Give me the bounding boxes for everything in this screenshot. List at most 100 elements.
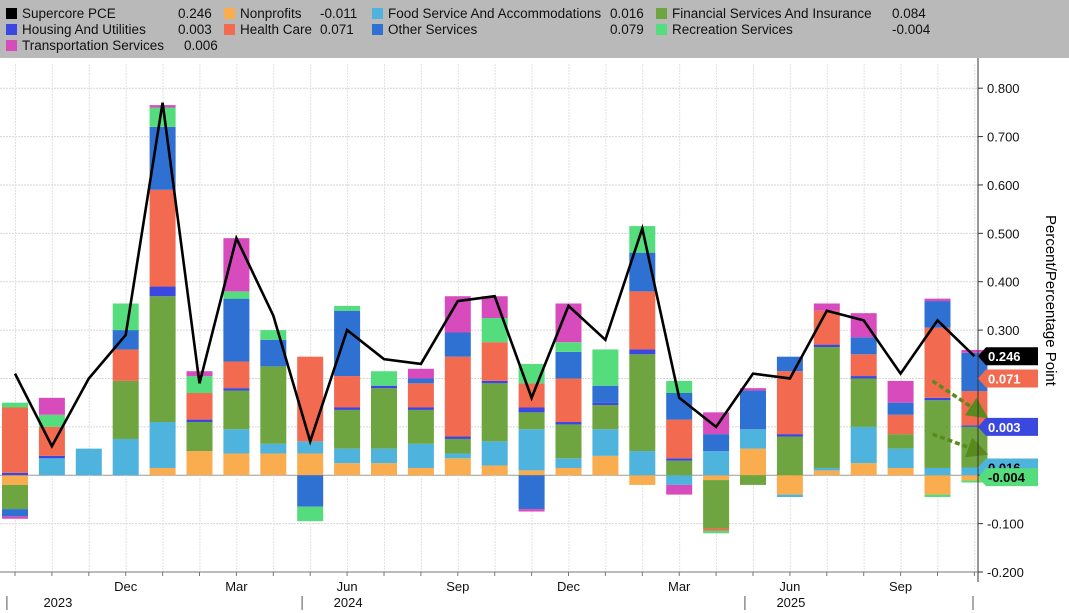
legend-swatch	[6, 8, 17, 19]
bar-segment-health-care	[149, 189, 176, 287]
x-month-label: Sep	[446, 579, 469, 594]
bar-segment-transportation-services	[223, 238, 250, 292]
bar-segment-financial-services-and-insurance	[407, 409, 434, 444]
bar-segment-food-service-and-accommodations	[297, 441, 324, 454]
bar-segment-other-services	[518, 475, 545, 510]
bar-segment-housing-and-utilities	[666, 458, 693, 461]
y-tick-label: -0.100	[987, 517, 1024, 532]
bar-segment-housing-and-utilities	[924, 397, 951, 401]
bar-segment-nonprofits	[555, 467, 582, 476]
badge-shape	[978, 347, 1038, 366]
bar-segment-nonprofits	[924, 475, 951, 495]
legend-label: Nonprofits	[240, 6, 302, 21]
x-month-label: Dec	[114, 579, 138, 594]
bar-segment-food-service-and-accommodations	[518, 429, 545, 471]
bar-segment-health-care	[297, 356, 324, 442]
legend-label: Food Service And Accommodations	[388, 6, 602, 21]
legend-swatch	[372, 24, 383, 35]
y-tick-label: 0.400	[987, 275, 1020, 290]
bar-segment-housing-and-utilities	[444, 436, 471, 439]
legend-label: Financial Services And Insurance	[672, 6, 872, 21]
bar-segment-recreation-services	[371, 371, 397, 386]
y-tick-label: -0.200	[987, 565, 1024, 580]
bar-segment-other-services	[850, 337, 877, 355]
annotation-arrows	[931, 379, 989, 458]
bar-segment-food-service-and-accommodations	[740, 429, 766, 449]
bar-segment-health-care	[2, 407, 28, 473]
y-axis: -0.200-0.1000.1000.2000.3000.4000.5000.6…	[977, 58, 1024, 582]
badge-label: -0.004	[988, 470, 1026, 485]
legend-swatch	[656, 8, 667, 19]
bar-segment-nonprofits	[813, 470, 840, 476]
line-series-supercore-pce	[13, 102, 976, 449]
bar-segment-nonprofits	[703, 475, 730, 481]
bar-segment-financial-services-and-insurance	[223, 390, 250, 430]
badge-shape	[978, 369, 1038, 388]
bar-segment-food-service-and-accommodations	[555, 458, 582, 468]
bar-segment-transportation-services	[813, 303, 840, 311]
bar-segment-food-service-and-accommodations	[481, 441, 508, 466]
legend-value: 0.003	[178, 22, 212, 37]
bar-segment-recreation-services	[666, 380, 693, 393]
legend-label: Housing And Utilities	[22, 22, 146, 37]
bar-segment-nonprofits	[223, 453, 250, 476]
y-axis-label: Percent/Percentage Point	[1042, 215, 1059, 387]
y-tick-label: 0.500	[987, 226, 1020, 241]
bar-segment-nonprofits	[887, 467, 914, 476]
bar-segment-health-care	[555, 378, 582, 423]
badge-health-care: 0.071	[978, 369, 1038, 388]
badge-label: 0.071	[988, 371, 1021, 386]
annotation-arrow	[931, 379, 989, 419]
bar-segment-other-services	[223, 298, 250, 362]
x-month-label: Mar	[668, 579, 691, 594]
bar-segment-financial-services-and-insurance	[555, 424, 582, 459]
legend-label: Other Services	[388, 22, 478, 37]
annotation-arrow	[931, 432, 989, 458]
bar-segment-financial-services-and-insurance	[740, 475, 766, 485]
bar-segment-food-service-and-accommodations	[924, 467, 951, 476]
bar-segment-nonprofits	[149, 467, 176, 476]
badge-supercore-pce: 0.246	[978, 347, 1038, 366]
bar-segment-nonprofits	[776, 475, 803, 495]
bar-segment-transportation-services	[555, 303, 582, 343]
bar-segment-housing-and-utilities	[518, 407, 545, 413]
bar-segment-financial-services-and-insurance	[666, 460, 693, 476]
bar-segment-health-care	[850, 354, 877, 377]
bar-segment-financial-services-and-insurance	[813, 347, 840, 468]
bar-segment-other-services	[2, 509, 28, 517]
legend-value: 0.006	[184, 38, 218, 53]
bar-segment-housing-and-utilities	[371, 385, 397, 389]
bar-segment-financial-services-and-insurance	[149, 296, 176, 423]
bar-segment-other-services	[555, 351, 582, 379]
bar-segment-health-care	[481, 342, 508, 381]
bar-segment-financial-services-and-insurance	[371, 388, 397, 449]
bar-segment-financial-services-and-insurance	[334, 409, 361, 449]
bar-segment-housing-and-utilities	[813, 344, 840, 348]
bar-segment-financial-services-and-insurance	[444, 438, 471, 454]
bar-segment-health-care	[776, 371, 803, 435]
bar-segment-food-service-and-accommodations	[887, 448, 914, 468]
supercore-line	[13, 102, 976, 449]
bar-segment-other-services	[924, 301, 951, 328]
legend-label: Transportation Services	[22, 38, 165, 53]
legend-label: Health Care	[240, 22, 313, 37]
bar-segment-nonprofits	[371, 463, 397, 476]
bar-segment-food-service-and-accommodations	[38, 458, 65, 476]
bar-segment-food-service-and-accommodations	[371, 448, 397, 464]
bar-segment-health-care	[924, 327, 951, 398]
legend-value: -0.011	[320, 6, 358, 21]
y-tick-label: 0.700	[987, 130, 1020, 145]
bar-segment-financial-services-and-insurance	[629, 354, 656, 452]
bar-segment-food-service-and-accommodations	[666, 475, 693, 485]
legend-swatch	[6, 40, 17, 51]
bar-segment-nonprofits	[629, 475, 656, 485]
bar-segment-financial-services-and-insurance	[887, 434, 914, 449]
legend-label: Recreation Services	[672, 22, 793, 37]
badge-label: 0.246	[988, 349, 1021, 364]
bar-segment-transportation-services	[961, 349, 988, 353]
bar-segment-financial-services-and-insurance	[592, 405, 619, 430]
bar-segment-recreation-services	[223, 291, 250, 299]
legend-swatch	[6, 24, 17, 35]
bar-segment-recreation-services	[186, 376, 213, 393]
